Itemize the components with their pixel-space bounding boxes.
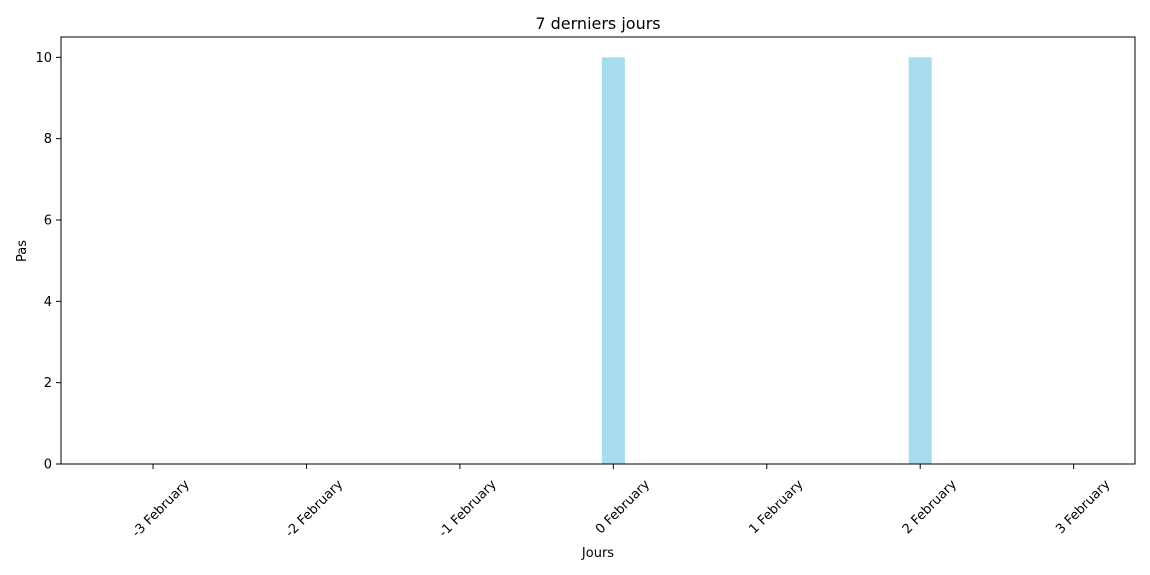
chart-title: 7 derniers jours [535,14,660,33]
x-axis-label: Jours [581,546,614,561]
x-tick-label-4: 1 February [746,477,806,537]
y-tick-label-2: 4 [44,295,52,310]
plot-frame [60,36,1136,465]
x-ticks-group: -3 February -2 February -1 February 0 Febru… [129,464,1114,541]
x-tick-label-3: 0 February [593,477,653,537]
x-tick-label-0: -3 February [129,477,193,541]
x-tick-label-6: 3 February [1053,477,1113,537]
y-tick-label-5: 10 [35,51,52,66]
bars-group [601,57,932,464]
x-tick-label-5: 2 February [900,477,960,537]
x-tick-label-2: -1 February [436,477,500,541]
y-tick-label-1: 2 [44,376,52,391]
x-tick-label-1: -2 February [283,477,347,541]
y-ticks-group: 0 2 4 6 8 10 [35,51,61,473]
y-tick-label-0: 0 [44,458,52,473]
y-tick-label-3: 6 [44,214,52,229]
bar-3 [601,57,625,464]
bar-5 [908,57,932,464]
y-tick-label-4: 8 [44,132,52,147]
y-axis-label: Pas [15,240,30,262]
